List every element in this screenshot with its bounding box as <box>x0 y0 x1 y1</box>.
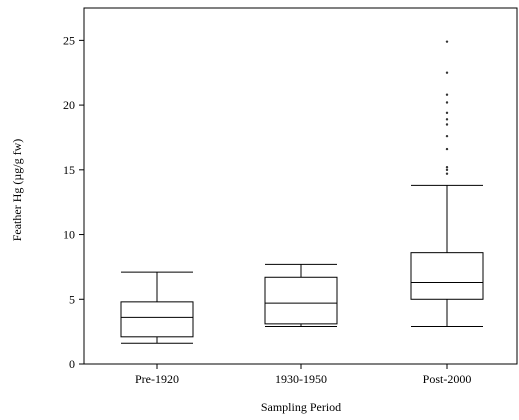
y-tick-label: 5 <box>69 292 75 306</box>
x-axis-ticks: Pre-1920 1930-1950 Post-2000 <box>135 364 471 386</box>
box-pre-1920 <box>120 271 194 344</box>
y-tick-label: 0 <box>69 357 75 371</box>
outlier-point <box>445 118 449 121</box>
x-tick-label: Post-2000 <box>423 372 472 386</box>
outlier-point <box>445 40 449 43</box>
y-axis-label: Feather Hg (µg/g fw) <box>10 139 24 242</box>
iqr-box <box>120 301 194 338</box>
y-tick-label: 25 <box>63 33 75 47</box>
outlier-point <box>445 168 449 172</box>
box-post-2000 <box>410 40 484 327</box>
outlier-point <box>445 123 449 126</box>
y-tick-label: 15 <box>63 163 75 177</box>
iqr-box <box>410 252 484 300</box>
iqr-box <box>264 276 338 325</box>
y-tick-label: 20 <box>63 98 75 112</box>
outlier-point <box>445 166 449 169</box>
outlier-point <box>445 101 449 104</box>
outlier-point <box>445 111 449 115</box>
y-axis-ticks: 0 5 10 15 20 25 <box>63 33 84 371</box>
outlier-point <box>445 134 449 138</box>
x-axis-label: Sampling Period <box>261 400 341 414</box>
outlier-point <box>445 93 449 96</box>
box-1930-1950 <box>264 263 338 327</box>
outlier-point <box>445 71 449 74</box>
boxes <box>120 40 484 344</box>
outlier-point <box>445 147 449 151</box>
y-tick-label: 10 <box>63 228 75 242</box>
x-tick-label: 1930-1950 <box>275 372 327 386</box>
x-tick-label: Pre-1920 <box>135 372 179 386</box>
outlier-point <box>445 172 449 175</box>
